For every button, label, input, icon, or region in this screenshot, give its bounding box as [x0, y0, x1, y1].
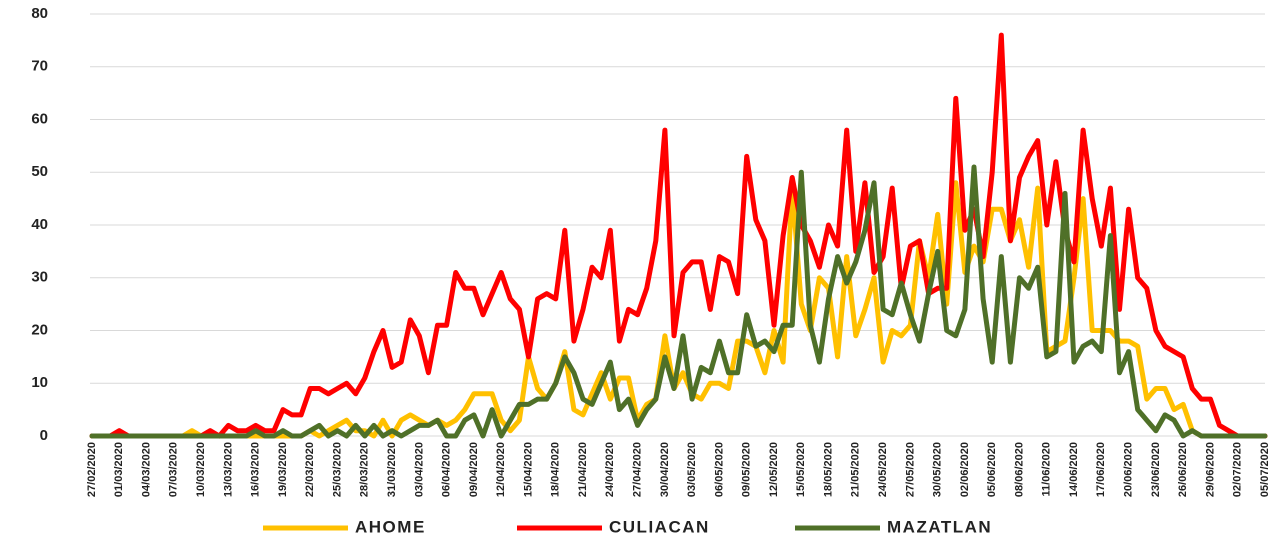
x-tick-label: 30/05/2020 [932, 442, 944, 497]
x-tick-label: 06/05/2020 [713, 442, 725, 497]
y-tick-label: 0 [40, 427, 48, 444]
x-tick-label: 05/07/2020 [1259, 442, 1268, 497]
x-tick-label: 02/07/2020 [1232, 442, 1244, 497]
x-tick-label: 05/06/2020 [986, 442, 998, 497]
y-tick-label: 60 [31, 110, 48, 127]
x-tick-label: 20/06/2020 [1123, 442, 1135, 497]
x-tick-label: 03/05/2020 [686, 442, 698, 497]
x-tick-label: 27/04/2020 [631, 442, 643, 497]
y-tick-label: 80 [31, 5, 48, 22]
x-tick-label: 13/03/2020 [222, 442, 234, 497]
x-tick-label: 12/05/2020 [768, 442, 780, 497]
x-tick-label: 10/03/2020 [195, 442, 207, 497]
x-tick-label: 24/05/2020 [877, 442, 889, 497]
x-tick-label: 07/03/2020 [168, 442, 180, 497]
x-tick-label: 06/04/2020 [441, 442, 453, 497]
x-tick-label: 31/03/2020 [386, 442, 398, 497]
x-tick-label: 24/04/2020 [604, 442, 616, 497]
x-tick-label: 30/04/2020 [659, 442, 671, 497]
x-tick-label: 25/03/2020 [331, 442, 343, 497]
x-tick-label: 01/03/2020 [113, 442, 125, 497]
x-tick-label: 15/05/2020 [795, 442, 807, 497]
x-tick-label: 21/04/2020 [577, 442, 589, 497]
x-tick-label: 19/03/2020 [277, 442, 289, 497]
y-tick-label: 20 [31, 321, 48, 338]
x-tick-label: 14/06/2020 [1068, 442, 1080, 497]
x-tick-label: 16/03/2020 [250, 442, 262, 497]
x-tick-label: 17/06/2020 [1095, 442, 1107, 497]
y-tick-label: 70 [31, 58, 48, 75]
x-tick-label: 09/05/2020 [741, 442, 753, 497]
y-tick-label: 30 [31, 269, 48, 286]
legend-label: MAZATLAN [887, 517, 992, 536]
x-tick-label: 22/03/2020 [304, 442, 316, 497]
x-tick-label: 12/04/2020 [495, 442, 507, 497]
x-tick-label: 29/06/2020 [1204, 442, 1216, 497]
x-tick-label: 27/02/2020 [86, 442, 98, 497]
legend-label: AHOME [355, 517, 426, 536]
y-tick-label: 40 [31, 216, 48, 233]
x-tick-label: 28/03/2020 [359, 442, 371, 497]
x-tick-label: 26/06/2020 [1177, 442, 1189, 497]
x-tick-label: 23/06/2020 [1150, 442, 1162, 497]
x-tick-label: 03/04/2020 [413, 442, 425, 497]
x-tick-label: 04/03/2020 [140, 442, 152, 497]
legend-label: CULIACAN [609, 517, 710, 536]
y-tick-label: 10 [31, 374, 48, 391]
x-tick-label: 21/05/2020 [850, 442, 862, 497]
x-tick-label: 11/06/2020 [1041, 442, 1053, 496]
y-tick-label: 50 [31, 163, 48, 180]
x-tick-label: 15/04/2020 [522, 442, 534, 497]
x-tick-label: 02/06/2020 [959, 442, 971, 497]
x-tick-label: 08/06/2020 [1013, 442, 1025, 497]
x-tick-label: 27/05/2020 [904, 442, 916, 497]
x-tick-label: 18/04/2020 [550, 442, 562, 497]
x-tick-label: 18/05/2020 [822, 442, 834, 497]
x-tick-label: 09/04/2020 [468, 442, 480, 497]
series-line [89, 164, 1268, 439]
